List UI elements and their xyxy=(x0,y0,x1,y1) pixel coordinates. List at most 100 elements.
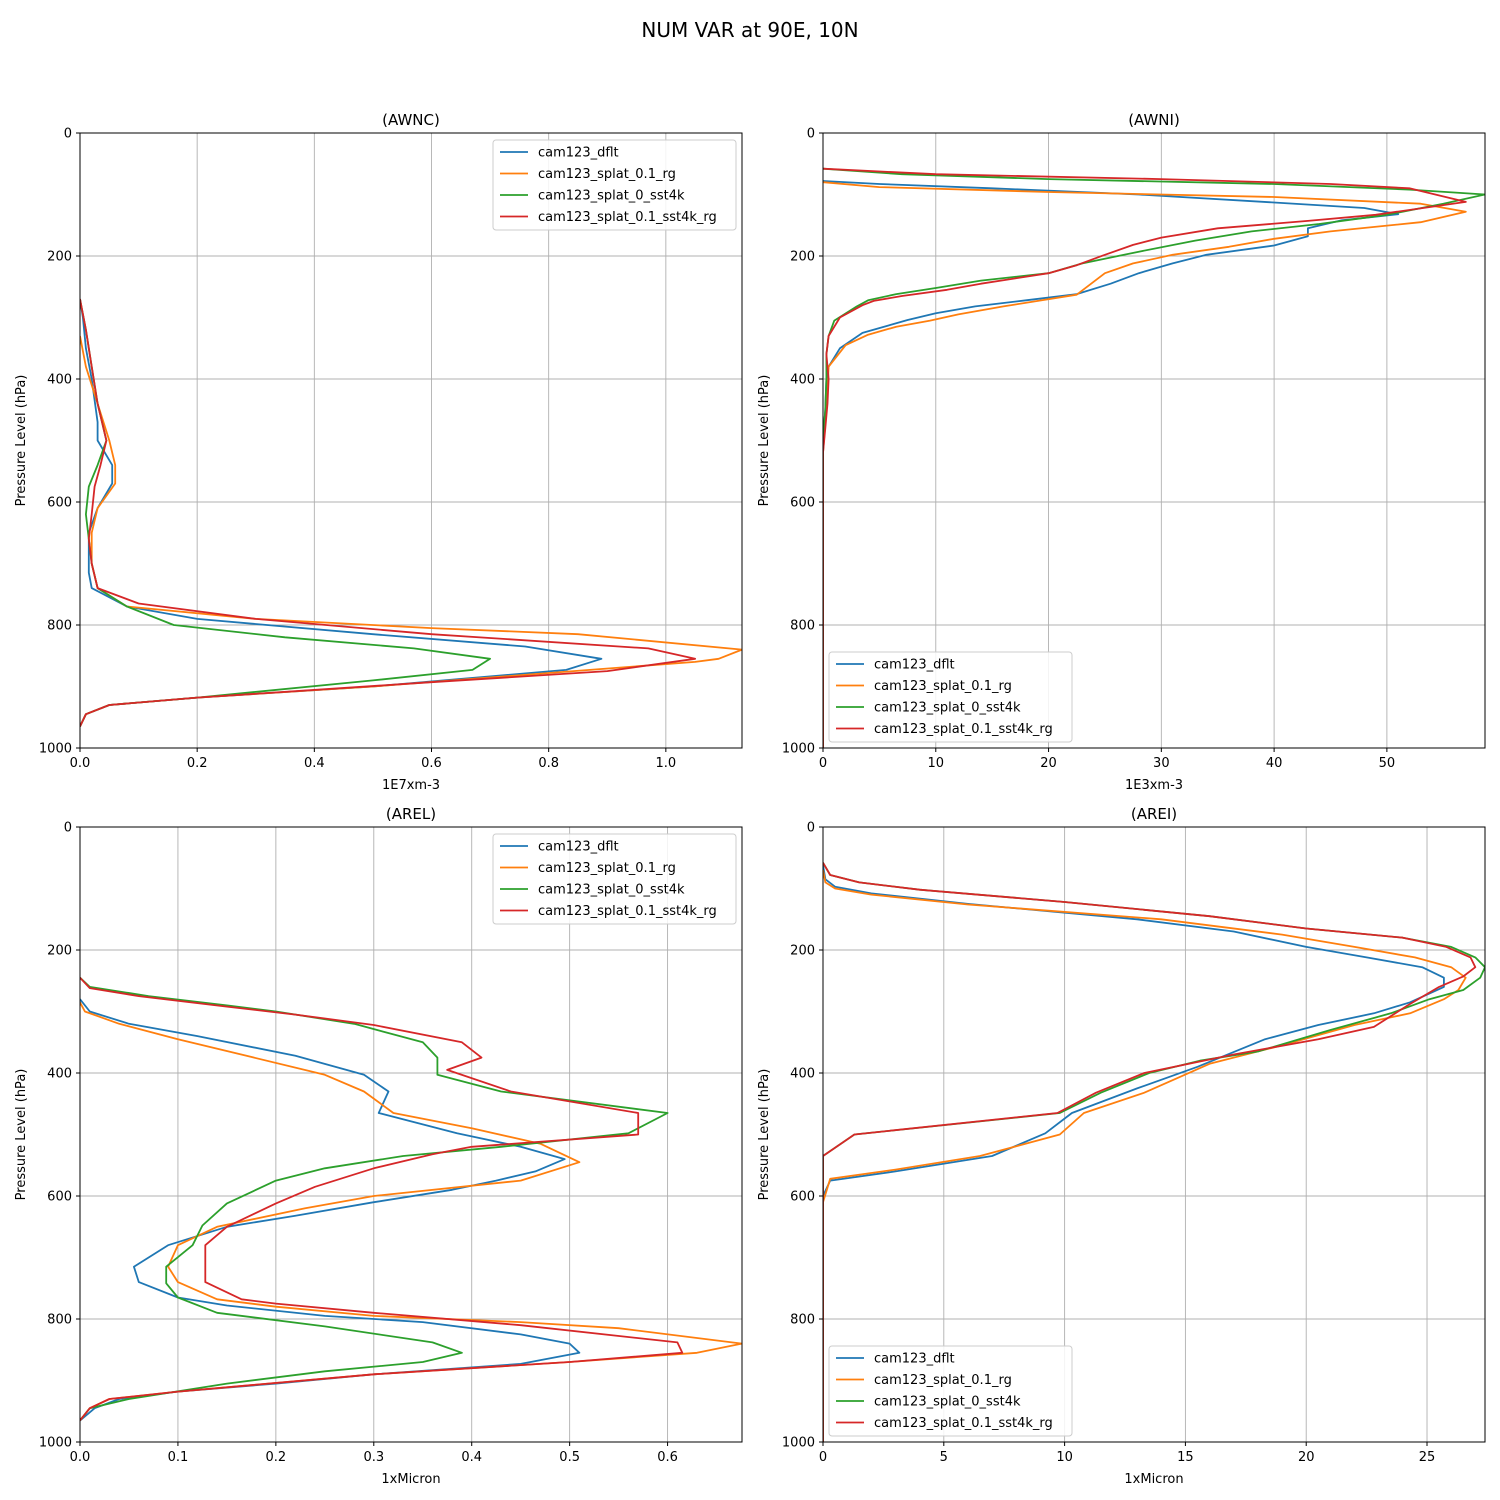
y-tick-label: 0 xyxy=(807,127,815,142)
x-tick-label: 50 xyxy=(1379,756,1396,771)
y-tick-label: 400 xyxy=(47,373,72,388)
x-tick-label: 30 xyxy=(1153,756,1170,771)
y-axis-label: Pressure Level (hPa) xyxy=(757,375,772,507)
y-axis-label: Pressure Level (hPa) xyxy=(14,375,29,507)
legend-entry: cam123_splat_0_sst4k xyxy=(874,701,1021,716)
y-tick-label: 400 xyxy=(790,1067,815,1082)
panel-title: (AWNI) xyxy=(1128,111,1180,129)
x-tick-label: 20 xyxy=(1040,756,1057,771)
legend-box xyxy=(828,651,1073,743)
x-tick-label: 0.0 xyxy=(70,756,91,771)
series-line-cam123_splat_0.1_sst4k_rg xyxy=(80,298,696,727)
x-axis-label: 1E7xm-3 xyxy=(382,778,440,793)
legend: cam123_dflt cam123_splat_0.1_rg cam123_spl… xyxy=(828,1345,1073,1437)
y-tick-label: 200 xyxy=(47,250,72,265)
y-tick-label: 600 xyxy=(790,1190,815,1205)
chart-panel-3: 0.0 0.1 0.2 0.3 0.4 0.5 0.6 0 200 400 600 800 1000 (A… xyxy=(14,805,743,1487)
y-tick-label: 0 xyxy=(64,821,72,836)
y-tick-label: 1000 xyxy=(39,1436,72,1451)
axes-frame xyxy=(822,132,1486,749)
x-tick-label: 0.0 xyxy=(70,1450,91,1465)
legend-entry: cam123_splat_0.1_rg xyxy=(538,861,676,876)
legend-entry: cam123_splat_0.1_rg xyxy=(538,167,676,182)
legend-entry: cam123_splat_0.1_rg xyxy=(874,679,1012,694)
x-tick-label: 25 xyxy=(1419,1450,1436,1465)
series-line-cam123_splat_0.1_sst4k_rg xyxy=(823,167,1467,748)
x-tick-label: 40 xyxy=(1266,756,1283,771)
x-tick-label: 0.2 xyxy=(187,756,208,771)
figure-title: NUM VAR at 90E, 10N xyxy=(641,18,858,42)
x-tick-label: 0.4 xyxy=(461,1450,482,1465)
y-tick-label: 600 xyxy=(790,496,815,511)
y-tick-label: 200 xyxy=(790,944,815,959)
legend-entry: cam123_splat_0.1_sst4k_rg xyxy=(538,904,717,919)
y-tick-label: 800 xyxy=(790,619,815,634)
series-line-cam123_splat_0.1_sst4k_rg xyxy=(823,862,1477,1442)
y-tick-label: 200 xyxy=(790,250,815,265)
legend-entry: cam123_splat_0.1_sst4k_rg xyxy=(874,1416,1053,1431)
x-tick-label: 0.5 xyxy=(559,1450,580,1465)
chart-panel-1: 0.0 0.2 0.4 0.6 0.8 1.0 0 200 400 600 800 1000 (AWNC… xyxy=(14,111,743,793)
panel-title: (AREI) xyxy=(1131,805,1177,823)
x-tick-label: 5 xyxy=(940,1450,948,1465)
legend-entry: cam123_splat_0_sst4k xyxy=(538,883,685,898)
x-tick-label: 0.6 xyxy=(657,1450,678,1465)
legend: cam123_dflt cam123_splat_0.1_rg cam123_spl… xyxy=(492,833,737,925)
legend-box xyxy=(828,1345,1073,1437)
panel-title: (AREL) xyxy=(386,805,436,823)
x-tick-label: 0.2 xyxy=(266,1450,287,1465)
x-tick-label: 20 xyxy=(1298,1450,1315,1465)
legend-entry: cam123_splat_0.1_rg xyxy=(874,1373,1012,1388)
series-line-cam123_splat_0.1_sst4k_rg xyxy=(80,977,684,1422)
panels: 0.0 0.2 0.4 0.6 0.8 1.002004006008001000(AWNC… xyxy=(14,111,1486,1487)
legend-entry: cam123_dflt xyxy=(538,146,619,161)
y-tick-label: 400 xyxy=(47,1067,72,1082)
legend-entry: cam123_splat_0.1_sst4k_rg xyxy=(874,722,1053,737)
x-axis-label: 1xMicron xyxy=(1124,1472,1183,1487)
y-tick-label: 1000 xyxy=(782,742,815,757)
x-tick-label: 0.1 xyxy=(168,1450,189,1465)
x-tick-label: 1.0 xyxy=(655,756,676,771)
x-tick-label: 0.4 xyxy=(304,756,325,771)
legend: cam123_dflt cam123_splat_0.1_rg cam123_spl… xyxy=(828,651,1073,743)
y-tick-label: 600 xyxy=(47,496,72,511)
y-tick-label: 800 xyxy=(47,619,72,634)
x-tick-label: 10 xyxy=(1056,1450,1073,1465)
series-line-cam123_splat_0.1_rg xyxy=(823,869,1467,1442)
axes-frame xyxy=(79,826,743,1443)
legend-entry: cam123_splat_0_sst4k xyxy=(538,189,685,204)
legend-entry: cam123_splat_0.1_sst4k_rg xyxy=(538,210,717,225)
y-tick-label: 0 xyxy=(64,127,72,142)
x-axis-label: 1xMicron xyxy=(381,1472,440,1487)
x-axis-label: 1E3xm-3 xyxy=(1125,778,1183,793)
legend-box xyxy=(492,833,737,925)
y-tick-label: 800 xyxy=(790,1313,815,1328)
x-tick-label: 0.6 xyxy=(421,756,442,771)
x-tick-label: 10 xyxy=(928,756,945,771)
panel-title: (AWNC) xyxy=(382,111,440,129)
y-tick-label: 1000 xyxy=(782,1436,815,1451)
chart-panel-4: 0 5 10 15 20 25 0 200 400 600 800 1000 (AREI) 1xMicro… xyxy=(757,805,1486,1487)
x-tick-label: 0.3 xyxy=(363,1450,384,1465)
chart-panel-2: 0 10 20 30 40 50 0 200 400 600 800 1000 (AWNI) 1E3xm-… xyxy=(757,111,1486,793)
series-line-cam123_splat_0_sst4k xyxy=(80,977,669,1422)
legend: cam123_dflt cam123_splat_0.1_rg cam123_spl… xyxy=(492,139,737,231)
y-tick-label: 200 xyxy=(47,944,72,959)
axes-frame xyxy=(822,826,1486,1443)
x-tick-label: 0.8 xyxy=(538,756,559,771)
series-line-cam123_splat_0_sst4k xyxy=(823,167,1485,748)
y-axis-label: Pressure Level (hPa) xyxy=(14,1069,29,1201)
legend-entry: cam123_dflt xyxy=(538,840,619,855)
x-tick-label: 15 xyxy=(1177,1450,1194,1465)
y-tick-label: 800 xyxy=(47,1313,72,1328)
axes-frame xyxy=(79,132,743,749)
x-tick-label: 0 xyxy=(819,756,827,771)
legend-entry: cam123_dflt xyxy=(874,1352,955,1367)
legend-box xyxy=(492,139,737,231)
legend-entry: cam123_dflt xyxy=(874,658,955,673)
y-tick-label: 1000 xyxy=(39,742,72,757)
x-tick-label: 0 xyxy=(819,1450,827,1465)
y-tick-label: 0 xyxy=(807,821,815,836)
